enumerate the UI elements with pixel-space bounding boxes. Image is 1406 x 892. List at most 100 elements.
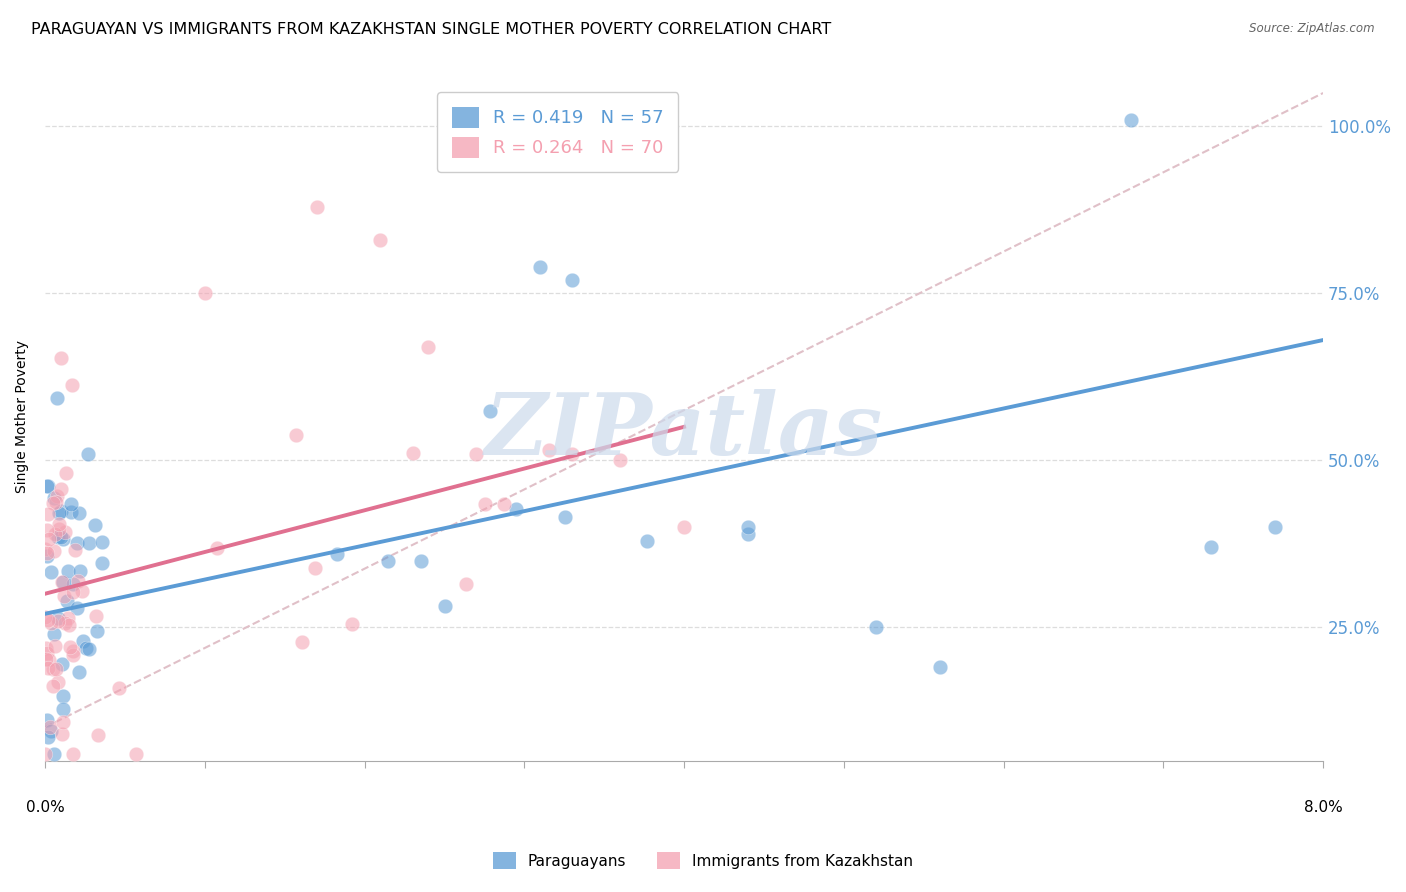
Point (561, 273, 583, 287)
Point (409, 554, 432, 568)
Point (39, 616, 62, 631)
Point (70, 583, 93, 598)
Point (340, 616, 363, 631)
Point (37, 661, 59, 675)
Point (35, 713, 58, 727)
Point (474, 497, 496, 511)
Point (34, 542, 56, 557)
Point (66, 574, 89, 589)
Point (84, 518, 107, 533)
Point (66, 536, 89, 550)
Point (44, 527, 66, 541)
Point (46, 614, 69, 628)
Point (46, 611, 69, 625)
Point (46, 530, 69, 544)
Point (34, 747, 56, 761)
Point (928, 660, 950, 674)
Point (42, 662, 65, 676)
Point (69, 565, 91, 579)
Point (53, 524, 76, 539)
Text: Source: ZipAtlas.com: Source: ZipAtlas.com (1250, 22, 1375, 36)
Point (87, 727, 110, 741)
Point (58, 618, 80, 632)
Point (52, 533, 75, 547)
Point (108, 681, 131, 696)
Point (55, 466, 77, 480)
Legend: Paraguayans, Immigrants from Kazakhstan: Paraguayans, Immigrants from Kazakhstan (486, 846, 920, 875)
Point (60, 378, 83, 392)
Point (51, 575, 73, 590)
Point (52, 575, 75, 590)
Point (59, 640, 82, 655)
Point (538, 443, 561, 458)
Point (434, 599, 457, 613)
Point (377, 554, 399, 568)
Point (90, 556, 112, 570)
Point (37, 646, 59, 660)
Point (454, 576, 477, 591)
Point (402, 446, 425, 460)
Point (370, 233, 392, 247)
Point (205, 541, 228, 556)
Point (77, 447, 100, 461)
Point (38, 720, 60, 734)
Point (44, 639, 66, 653)
Point (77, 536, 100, 550)
Point (51, 657, 73, 671)
Text: ZIPatlas: ZIPatlas (485, 389, 883, 473)
Point (194, 286, 217, 301)
Point (737, 520, 759, 534)
Point (865, 620, 887, 634)
Point (59, 505, 82, 519)
Text: 8.0%: 8.0% (1303, 799, 1343, 814)
Point (62, 577, 84, 591)
Point (86, 624, 108, 638)
Point (529, 260, 551, 274)
Point (49, 482, 72, 496)
Point (45, 391, 67, 405)
Text: 0.0%: 0.0% (25, 799, 65, 814)
Point (58, 611, 80, 625)
Point (737, 526, 759, 541)
Point (48, 517, 70, 532)
Point (479, 404, 502, 418)
Point (49, 504, 72, 518)
Point (35, 652, 58, 666)
Legend: R = 0.419   N = 57, R = 0.264   N = 70: R = 0.419 N = 57, R = 0.264 N = 70 (437, 93, 679, 172)
Point (1201, 540, 1223, 554)
Point (326, 548, 349, 562)
Point (44, 627, 66, 641)
Point (67, 665, 90, 680)
Point (125, 747, 148, 761)
Point (35, 523, 58, 537)
Point (51, 727, 73, 741)
Point (304, 561, 326, 575)
Point (37, 479, 59, 493)
Point (45, 495, 67, 509)
Point (75, 640, 97, 655)
Point (39, 723, 62, 738)
Text: PARAGUAYAN VS IMMIGRANTS FROM KAZAKHSTAN SINGLE MOTHER POVERTY CORRELATION CHART: PARAGUAYAN VS IMMIGRANTS FROM KAZAKHSTAN… (31, 22, 831, 37)
Point (65, 543, 87, 558)
Point (48, 506, 70, 520)
Point (41, 679, 63, 693)
Point (62, 648, 84, 663)
Point (52, 689, 75, 703)
Point (42, 496, 65, 510)
Point (636, 534, 658, 549)
Point (34, 610, 56, 624)
Point (44, 747, 66, 761)
Point (418, 340, 440, 354)
Point (561, 446, 583, 460)
Point (46, 675, 69, 690)
Point (52, 714, 75, 729)
Point (77, 641, 100, 656)
Point (56, 594, 79, 608)
Point (285, 428, 308, 442)
Point (494, 497, 516, 511)
Point (609, 453, 631, 467)
Point (52, 589, 75, 603)
Point (52, 702, 75, 716)
Point (60, 497, 83, 511)
Point (35, 546, 58, 560)
